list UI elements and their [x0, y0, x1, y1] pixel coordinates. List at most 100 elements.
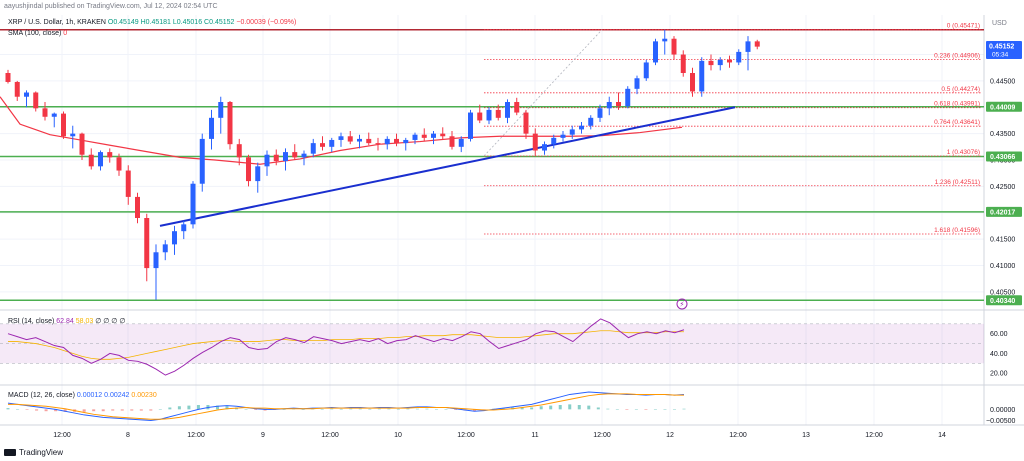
- candle-body: [366, 138, 372, 144]
- macd-histogram-bar: [101, 409, 105, 412]
- macd-histogram-bar: [25, 409, 29, 410]
- fib-level-label: 0.764 (0.43641): [934, 119, 980, 126]
- time-tick-label: 12:00: [53, 432, 71, 439]
- macd-histogram-bar: [177, 406, 181, 410]
- fib-level-label: 1 (0.43076): [947, 149, 980, 156]
- candle-body: [236, 144, 242, 158]
- trendline[interactable]: [159, 106, 736, 227]
- macd-legend[interactable]: MACD (12, 26, close) 0.00012 0.00242 0.0…: [8, 392, 157, 399]
- price-axis[interactable]: 0.450000.445000.440000.435000.430000.425…: [986, 41, 1022, 425]
- macd-histogram-bar: [130, 409, 134, 411]
- candle-body: [329, 139, 335, 147]
- time-tick-label: 14: [938, 432, 946, 439]
- time-tick-label: 12:00: [321, 432, 339, 439]
- publish-byline: aayushjindal published on TradingView.co…: [4, 3, 218, 10]
- chart-grid: [0, 15, 1024, 426]
- macd-histogram-bar: [225, 406, 229, 410]
- candle-body: [338, 136, 344, 140]
- rsi-ma-line: [8, 330, 684, 360]
- price-tick-label: 0.44500: [990, 78, 1015, 85]
- macd-histogram-bar: [568, 404, 572, 410]
- macd-histogram-bar: [111, 409, 115, 411]
- candle-body: [255, 166, 261, 182]
- macd-histogram-bar: [672, 409, 676, 410]
- macd-histogram-bar: [92, 409, 96, 412]
- candle-body: [273, 154, 279, 162]
- candle-body: [181, 224, 187, 232]
- price-level-tag: [986, 101, 1022, 112]
- time-tick-label: 11: [531, 432, 538, 439]
- rsi-ma-value: 58.03: [75, 318, 94, 325]
- candle-body: [24, 92, 29, 97]
- macd-histogram-bar: [396, 409, 400, 410]
- time-tick-label: 12:00: [865, 432, 883, 439]
- time-tick-label: 13: [802, 432, 810, 439]
- time-axis[interactable]: 12:00 8 12:00 9 12:00 10 12:00 11 12:00 12 12:00 13…: [53, 432, 946, 439]
- price-tick-label: 0.41500: [990, 237, 1015, 244]
- candle-body: [551, 137, 557, 145]
- price-tick-label: 0.41000: [990, 263, 1015, 270]
- candle-body: [70, 133, 76, 137]
- candle-body: [671, 38, 677, 55]
- fib-level-label: 1.618 (0.41596): [934, 227, 980, 234]
- macd-histogram-bar: [453, 409, 457, 410]
- candle-body: [199, 138, 205, 184]
- macd-histogram-bar: [549, 405, 553, 410]
- macd-histogram-bar: [149, 409, 153, 411]
- time-tick-label: 9: [261, 432, 265, 439]
- macd-histogram-bar: [44, 409, 48, 412]
- ohlc-open: O0.45149: [107, 19, 139, 26]
- candle-body: [736, 51, 742, 63]
- candle-body: [283, 152, 288, 162]
- ohlc-high: H0.45181: [140, 19, 171, 26]
- candle-body: [690, 73, 695, 92]
- candle-body: [320, 143, 325, 147]
- brand-name: TradingView: [19, 448, 64, 457]
- candle-body: [227, 102, 233, 145]
- symbol-info: XRP / U.S. Dollar, 1h, KRAKEN O0.45149 H…: [8, 19, 296, 26]
- macd-histogram-bar: [501, 408, 505, 410]
- rsi-tick-label: 60.00: [990, 331, 1008, 338]
- price-level-label: 0.40340: [990, 298, 1015, 305]
- macd-value: 0.00242: [104, 392, 130, 399]
- macd-pane: [6, 391, 686, 422]
- macd-histogram-bar: [606, 408, 610, 410]
- candle-body: [560, 134, 566, 138]
- ohlc-low: L0.45016: [172, 19, 203, 26]
- rsi-legend[interactable]: RSI (14, close) 62.84 58.03 ∅ ∅ ∅ ∅: [8, 317, 125, 325]
- last-price-tag: [986, 41, 1022, 59]
- candlesticks: [5, 29, 760, 300]
- candle-body: [33, 92, 39, 109]
- macd-histogram-bar: [653, 409, 657, 410]
- candle-body: [125, 170, 131, 197]
- time-tick-label: 12: [666, 432, 674, 439]
- candle-body: [579, 125, 584, 130]
- price-level-label: 0.42017: [990, 209, 1015, 216]
- sma-legend[interactable]: SMA (100, close) 0: [8, 30, 67, 37]
- fib-level-label: 1.236 (0.42511): [935, 179, 980, 186]
- fibonacci-retracement[interactable]: 0 (0.45471) 0.236 (0.44906) 0.5 (0.44274) 0…: [483, 23, 982, 235]
- candle-body: [153, 252, 159, 269]
- candle-body: [643, 62, 649, 79]
- candle-body: [588, 117, 594, 126]
- macd-histogram-bar: [530, 407, 534, 410]
- price-tick-label: 0.43500: [990, 131, 1015, 138]
- candle-body: [162, 244, 168, 253]
- time-tick-label: 12:00: [187, 432, 205, 439]
- macd-histogram-bar: [301, 409, 305, 410]
- fib-level-label: 0.618 (0.43991): [934, 101, 980, 108]
- candle-body: [717, 59, 723, 66]
- tradingview-logo[interactable]: TradingView: [4, 448, 63, 457]
- symbol-title[interactable]: XRP / U.S. Dollar, 1h, KRAKEN: [8, 19, 106, 26]
- macd-label: MACD (12, 26, close): [8, 392, 75, 399]
- macd-histogram-bar: [358, 408, 362, 410]
- macd-hist-value: 0.00012: [76, 392, 103, 399]
- candle-body: [523, 112, 529, 134]
- candle-body: [468, 112, 473, 139]
- candle-body: [505, 102, 510, 118]
- macd-histogram-bar: [35, 409, 39, 411]
- candle-body: [708, 60, 714, 66]
- candle-body: [754, 41, 760, 47]
- candle-body: [421, 134, 427, 138]
